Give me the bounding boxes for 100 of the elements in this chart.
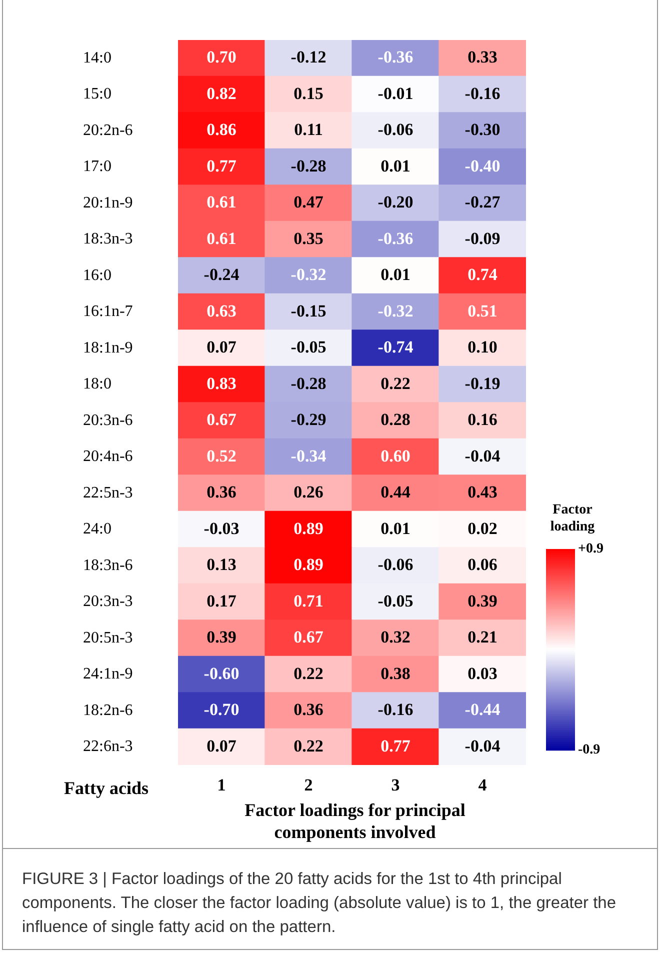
- data-label: 0.16: [468, 410, 498, 430]
- data-label: 0.17: [206, 591, 237, 610]
- data-label: 0.07: [206, 338, 237, 357]
- data-label: -0.24: [204, 265, 240, 284]
- y-tick-label: 20:2n-6: [83, 122, 133, 139]
- data-label: 0.38: [380, 664, 410, 683]
- data-label: -0.06: [378, 555, 414, 574]
- data-label: 0.89: [294, 518, 324, 538]
- data-label: 0.32: [380, 628, 410, 647]
- caption: FIGURE 3 | Factor loadings of the 20 fatty acids for the 1st to 4th principal components. The closer the factor loading (absolute value) is to 1, the greater the influence of single fatty acid on the pattern.: [22, 869, 618, 938]
- data-label: -0.28: [290, 374, 326, 393]
- color-bar-label: +0.9: [578, 542, 604, 557]
- data-label: 0.47: [294, 192, 324, 212]
- data-label: 0.77: [380, 736, 411, 756]
- data-label: -0.05: [290, 338, 326, 357]
- data-label: 0.26: [294, 482, 324, 502]
- data-label: -0.20: [378, 192, 414, 212]
- data-label: -0.16: [464, 84, 500, 103]
- data-label: 0.13: [206, 555, 236, 574]
- color-bar-title: Factor loading: [550, 502, 595, 535]
- data-label: 0.44: [380, 482, 411, 502]
- data-label: 0.61: [206, 192, 236, 212]
- data-label: 0.82: [206, 84, 236, 103]
- data-label: 0.01: [380, 265, 410, 284]
- y-tick-label: 20:3n-6: [83, 412, 133, 429]
- data-label: 0.71: [294, 591, 324, 610]
- data-label: -0.36: [378, 48, 414, 67]
- data-label: -0.44: [464, 700, 501, 720]
- data-label: -0.32: [378, 301, 414, 320]
- data-label: 0.39: [468, 591, 498, 610]
- data-label: 0.03: [468, 664, 498, 683]
- y-tick-label: 24:0: [83, 520, 112, 538]
- y-tick-label: 18:3n-3: [83, 230, 133, 248]
- data-label: 0.01: [380, 518, 410, 538]
- y-tick-label: 18:1n-9: [83, 339, 133, 356]
- data-label: -0.27: [464, 192, 501, 212]
- y-axis-title: Fatty acids: [64, 778, 148, 799]
- y-tick-label: 18:3n-6: [83, 556, 133, 574]
- data-label: -0.74: [378, 338, 414, 357]
- y-tick-label: 16:0: [83, 266, 112, 284]
- data-label: -0.28: [290, 156, 326, 176]
- data-label: 0.39: [206, 628, 236, 647]
- y-tick-label: 14:0: [83, 49, 112, 66]
- data-label: -0.15: [290, 301, 326, 320]
- y-tick-label: 18:2n-6: [83, 702, 133, 719]
- data-label: -0.30: [464, 120, 500, 140]
- data-label: 0.86: [206, 120, 236, 140]
- data-label: 0.36: [294, 700, 324, 720]
- data-label: 0.22: [380, 374, 410, 393]
- data-label: 0.89: [294, 555, 324, 574]
- x-tick-label: 1: [217, 776, 226, 795]
- x-axis-title: Factor loadings for principal components involved: [244, 800, 466, 844]
- data-label: 0.61: [206, 228, 236, 248]
- data-label: 0.35: [294, 228, 324, 248]
- data-label: 0.28: [380, 410, 410, 430]
- data-label: 0.52: [206, 446, 236, 466]
- data-label: -0.06: [378, 120, 414, 140]
- y-tick-label: 15:0: [83, 86, 112, 103]
- data-label: -0.01: [378, 84, 414, 103]
- x-tick-label: 3: [391, 776, 400, 795]
- data-label: -0.09: [464, 228, 500, 248]
- data-label: -0.05: [378, 591, 414, 610]
- data-label: -0.29: [290, 410, 326, 430]
- data-label: 0.07: [206, 736, 237, 756]
- y-tick-label: 24:1n-9: [83, 666, 133, 683]
- data-label: -0.36: [378, 228, 414, 248]
- data-label: 0.33: [468, 48, 498, 67]
- data-label: 0.67: [206, 410, 237, 430]
- color-bar-label: -0.9: [578, 742, 600, 758]
- data-label: 0.36: [206, 482, 236, 502]
- data-label: 0.01: [380, 156, 410, 176]
- data-label: -0.16: [378, 700, 414, 720]
- y-tick-label: 20:5n-3: [83, 629, 133, 646]
- y-tick-label: 22:5n-3: [83, 484, 133, 502]
- data-label: 0.10: [468, 338, 498, 357]
- data-label: 0.22: [294, 736, 324, 756]
- data-label: 0.70: [206, 48, 236, 67]
- data-label: 0.60: [380, 446, 410, 466]
- data-label: 0.63: [206, 301, 236, 320]
- y-tick-label: 20:4n-6: [83, 448, 133, 466]
- data-label: -0.70: [204, 700, 240, 720]
- data-label: 0.02: [468, 518, 498, 538]
- data-label: -0.40: [464, 156, 500, 176]
- data-label: 0.43: [468, 482, 498, 502]
- data-label: -0.04: [464, 736, 501, 756]
- y-tick-label: 20:1n-9: [83, 194, 133, 212]
- data-label: 0.22: [294, 664, 324, 683]
- y-tick-label: 22:6n-3: [83, 738, 133, 756]
- data-label: 0.51: [468, 301, 498, 320]
- data-label: 0.15: [294, 84, 324, 103]
- data-label: -0.04: [464, 446, 501, 466]
- data-label: 0.06: [468, 555, 498, 574]
- y-tick-label: 18:0: [83, 376, 112, 393]
- data-label: -0.03: [204, 518, 240, 538]
- data-label: -0.12: [290, 48, 326, 67]
- data-label: 0.83: [206, 374, 236, 393]
- x-tick-label: 4: [478, 776, 488, 795]
- data-label: -0.34: [290, 446, 327, 466]
- data-label: 0.11: [294, 120, 323, 140]
- data-label: 0.74: [468, 265, 498, 284]
